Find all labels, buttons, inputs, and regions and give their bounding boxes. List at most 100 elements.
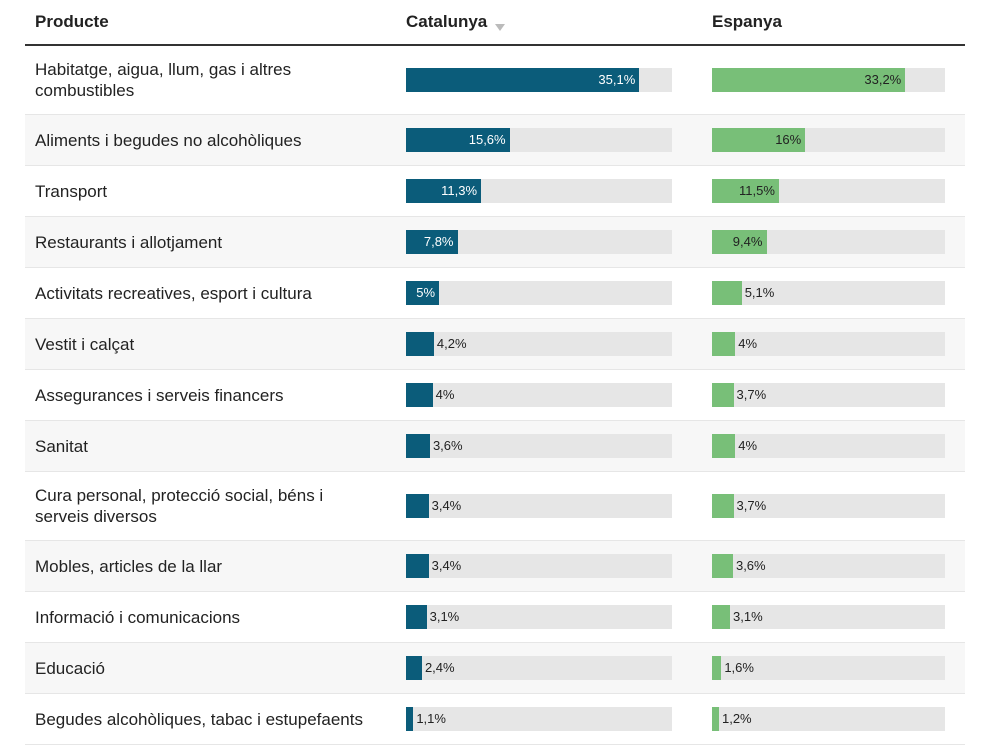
- bar-cell: 3,1%: [712, 605, 965, 629]
- value-label: 3,4%: [431, 558, 462, 573]
- bar-cell: 15,6%: [406, 128, 712, 152]
- name-cell: Vestit i calçat: [25, 334, 406, 355]
- value-label: 3,7%: [736, 387, 767, 402]
- value-label: 5,1%: [744, 285, 775, 300]
- table-row: Restaurants i allotjament 7,8% 9,4%: [25, 217, 965, 268]
- sort-icon[interactable]: [495, 24, 506, 31]
- value-label: 5%: [416, 285, 436, 300]
- bar: [712, 281, 742, 305]
- bar: [406, 128, 510, 152]
- bar-cell: 11,3%: [406, 179, 712, 203]
- table-row: Mobles, articles de la llar 3,4% 3,6%: [25, 541, 965, 592]
- value-label: 3,1%: [733, 609, 763, 624]
- bar-cell: 3,4%: [406, 494, 712, 518]
- bar-track: 11,5%: [712, 179, 945, 203]
- bar-track: 5%: [406, 281, 672, 305]
- bar: [406, 281, 440, 305]
- bar: [406, 554, 429, 578]
- bar-cell: 3,6%: [712, 554, 965, 578]
- category-label: Cura personal, protecció social, béns i …: [35, 486, 324, 526]
- header-cell[interactable]: Catalunya: [406, 12, 712, 32]
- bar: [712, 332, 736, 356]
- bar: [406, 494, 429, 518]
- category-label: Sanitat: [35, 436, 88, 456]
- bar-cell: 5,1%: [712, 281, 965, 305]
- bar-cell: 2,4%: [406, 656, 712, 680]
- value-label: 4%: [738, 438, 758, 453]
- name-cell: Educació: [25, 658, 406, 679]
- bar-track: 35,1%: [406, 68, 672, 92]
- value-label: 35,1%: [598, 72, 636, 87]
- header-label: Espanya: [712, 12, 782, 31]
- name-cell: Transport: [25, 181, 406, 202]
- bar: [712, 434, 736, 458]
- table-header: Producte Catalunya Espanya: [25, 0, 965, 46]
- category-label: Begudes alcohòliques, tabac i estupefaen…: [35, 709, 363, 729]
- bar-cell: 7,8%: [406, 230, 712, 254]
- bar-track: 3,6%: [712, 554, 945, 578]
- table-row: Educació 2,4% 1,6%: [25, 643, 965, 694]
- bar: [712, 554, 733, 578]
- bar-track: 11,3%: [406, 179, 672, 203]
- bar: [712, 605, 731, 629]
- name-cell: Aliments i begudes no alcohòliques: [25, 130, 406, 151]
- bar: [712, 656, 722, 680]
- table-row: Habitatge, aigua, llum, gas i altres com…: [25, 46, 965, 115]
- bar-track: 4%: [712, 332, 945, 356]
- table-row: Assegurances i serveis financers 4% 3,7%: [25, 370, 965, 421]
- bar: [406, 434, 430, 458]
- bar-track: 3,4%: [406, 494, 672, 518]
- bar-cell: 11,5%: [712, 179, 965, 203]
- bar-track: 9,4%: [712, 230, 945, 254]
- bar-track: 3,1%: [406, 605, 672, 629]
- table-row: Informació i comunicacions 3,1% 3,1%: [25, 592, 965, 643]
- bar-cell: 3,1%: [406, 605, 712, 629]
- bar-track: 7,8%: [406, 230, 672, 254]
- name-cell: Begudes alcohòliques, tabac i estupefaen…: [25, 709, 406, 730]
- bar-track: 15,6%: [406, 128, 672, 152]
- category-label: Habitatge, aigua, llum, gas i altres com…: [35, 60, 292, 100]
- page: Producte Catalunya Espanya Habitatge, ai…: [25, 12, 965, 745]
- category-label: Informació i comunicacions: [35, 607, 241, 627]
- bar-track: 33,2%: [712, 68, 945, 92]
- category-label: Transport: [35, 181, 108, 201]
- name-cell: Mobles, articles de la llar: [25, 556, 406, 577]
- value-label: 3,1%: [429, 609, 460, 624]
- value-label: 4%: [435, 387, 455, 402]
- bar-cell: 4%: [406, 383, 712, 407]
- bar: [712, 383, 734, 407]
- bar: [406, 179, 482, 203]
- header-label: Catalunya: [406, 12, 488, 31]
- category-label: Restaurants i allotjament: [35, 232, 223, 252]
- value-label: 16%: [775, 132, 802, 147]
- bar: [712, 128, 806, 152]
- bar: [406, 68, 640, 92]
- bar-track: 4,2%: [406, 332, 672, 356]
- name-cell: Activitats recreatives, esport i cultura: [25, 283, 406, 304]
- value-label: 15,6%: [468, 132, 506, 147]
- bar-cell: 3,7%: [712, 494, 965, 518]
- header-label: Producte: [35, 12, 109, 31]
- bar-track: 4%: [406, 383, 672, 407]
- bar: [712, 68, 906, 92]
- bar-track: 5,1%: [712, 281, 945, 305]
- bar: [406, 383, 433, 407]
- table-row: Vestit i calçat 4,2% 4%: [25, 319, 965, 370]
- value-label: 3,7%: [736, 498, 767, 513]
- bar-track: 2,4%: [406, 656, 672, 680]
- bar-track: 1,6%: [712, 656, 945, 680]
- table-body: Habitatge, aigua, llum, gas i altres com…: [25, 46, 965, 745]
- category-label: Vestit i calçat: [35, 334, 135, 354]
- bar-track: 3,7%: [712, 383, 945, 407]
- table: Producte Catalunya Espanya Habitatge, ai…: [25, 0, 965, 745]
- bar-track: 3,1%: [712, 605, 945, 629]
- value-label: 3,6%: [735, 558, 766, 573]
- bar-cell: 5%: [406, 281, 712, 305]
- value-label: 4%: [738, 336, 758, 351]
- value-label: 11,3%: [441, 183, 478, 198]
- header-cell[interactable]: Espanya: [712, 12, 965, 32]
- value-label: 9,4%: [732, 234, 763, 249]
- name-cell: Habitatge, aigua, llum, gas i altres com…: [25, 59, 406, 101]
- bar-cell: 9,4%: [712, 230, 965, 254]
- bar-track: 3,4%: [406, 554, 672, 578]
